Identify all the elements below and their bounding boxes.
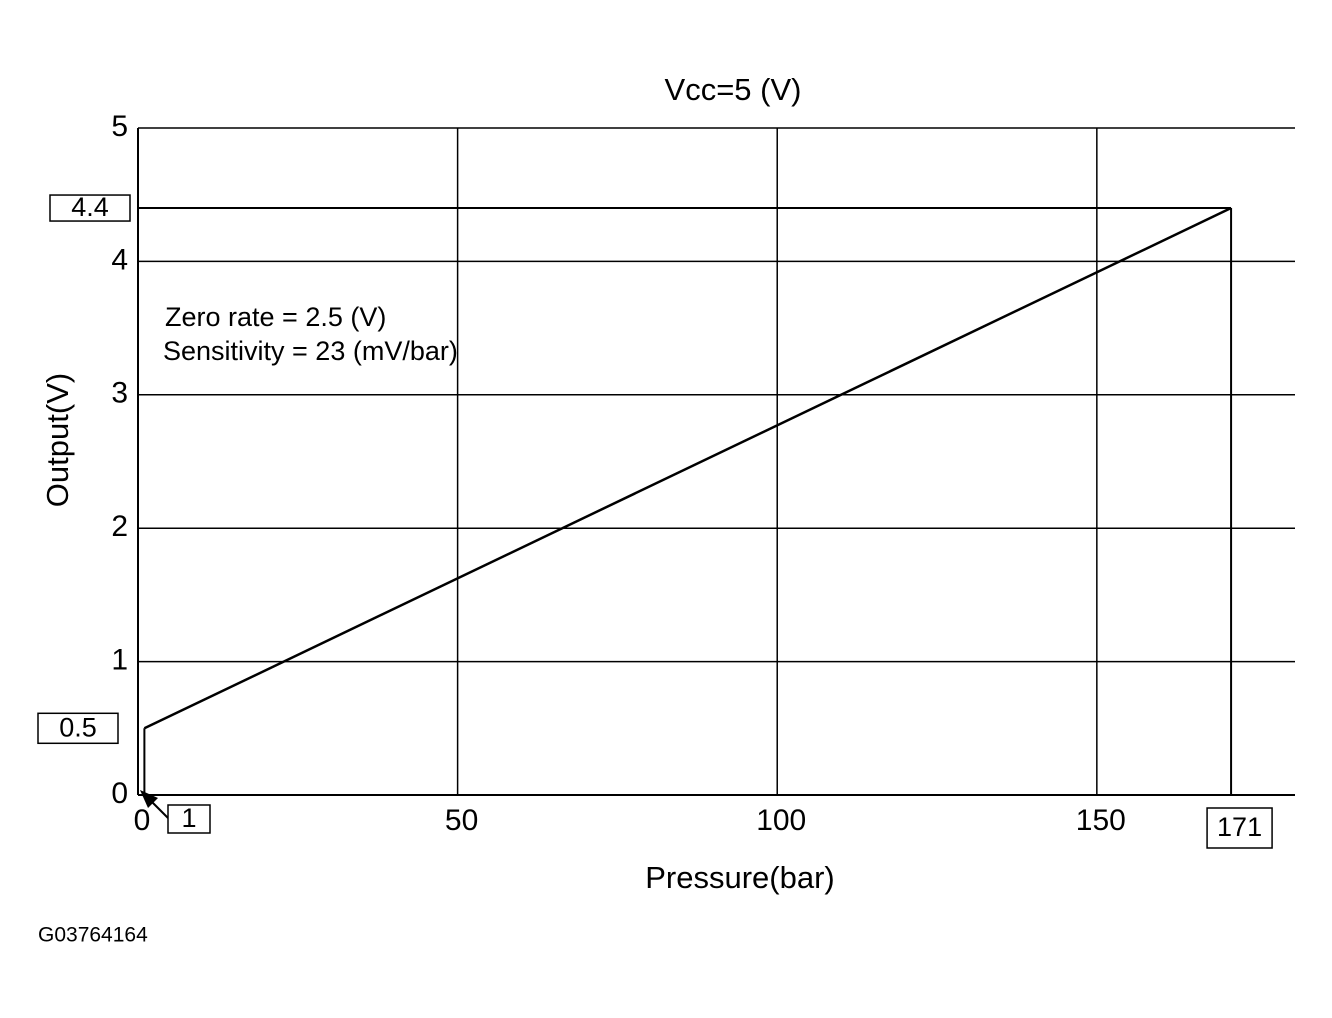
y-value-label: 4.4 xyxy=(71,192,109,222)
y-tick-label: 0 xyxy=(111,777,128,810)
footer: G03764164 xyxy=(38,924,148,947)
x-value-label-box xyxy=(1206,807,1273,849)
x-tick-label: 100 xyxy=(756,804,806,837)
y-axis-label: Output(V) xyxy=(40,373,75,507)
y-value-label: 0.5 xyxy=(59,712,97,742)
x-value-label: 171 xyxy=(1217,812,1262,842)
y-tick-label: 1 xyxy=(111,644,128,677)
y-tick-label: 4 xyxy=(111,243,128,276)
y-value-label-box xyxy=(49,194,131,222)
y-tick-label: 2 xyxy=(111,510,128,543)
x-tick-label: 50 xyxy=(445,804,478,837)
data-line xyxy=(143,206,1232,730)
y-tick-label: 5 xyxy=(111,110,128,143)
x-value-label: 1 xyxy=(181,803,196,833)
annotation: Sensitivity = 23 (mV/bar) xyxy=(163,336,458,366)
x-tick-label: 0 xyxy=(134,804,151,837)
y-value-label-box xyxy=(37,712,119,745)
x-tick-label: 150 xyxy=(1076,804,1126,837)
x-axis-label: Pressure(bar) xyxy=(645,860,835,895)
chart-title: Vcc=5 (V) xyxy=(665,72,802,107)
annotation: Zero rate = 2.5 (V) xyxy=(165,302,386,332)
y-tick-label: 3 xyxy=(111,377,128,410)
x-value-label-box xyxy=(167,804,211,834)
